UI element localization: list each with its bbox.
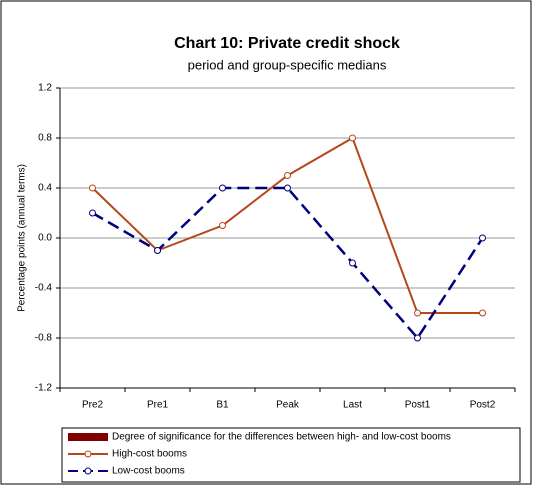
data-point xyxy=(479,234,486,242)
data-point xyxy=(284,172,291,179)
y-tick-label: 0.4 xyxy=(38,183,52,194)
data-point xyxy=(154,247,161,254)
x-tick-label: Post1 xyxy=(405,400,431,411)
legend-swatch xyxy=(68,433,108,441)
legend-box xyxy=(61,427,521,483)
chart-title: Chart 10: Private credit shock xyxy=(174,35,400,52)
legend-marker xyxy=(84,450,92,458)
data-point xyxy=(414,334,421,342)
data-point xyxy=(284,184,291,192)
chart-subtitle: period and group-specific medians xyxy=(188,57,387,72)
data-point xyxy=(89,184,96,192)
data-point xyxy=(219,184,226,192)
x-tick-label: B1 xyxy=(216,400,229,411)
y-tick-label: 1.2 xyxy=(38,83,52,94)
y-tick-label: -0.8 xyxy=(35,333,53,344)
x-tick-label: Last xyxy=(343,400,362,411)
data-point xyxy=(89,209,96,217)
data-point xyxy=(349,259,356,267)
x-tick-label: Peak xyxy=(276,400,300,411)
y-tick-label: -1.2 xyxy=(35,383,53,394)
y-axis-label: Percentage points (annual terms) xyxy=(17,164,28,312)
x-tick-label: Pre2 xyxy=(82,400,104,411)
data-point xyxy=(479,309,486,317)
data-point xyxy=(219,222,226,229)
legend-label: Low-cost booms xyxy=(112,466,185,477)
y-tick-label: -0.4 xyxy=(35,283,53,294)
data-point xyxy=(414,309,421,317)
legend-label: Degree of significance for the differenc… xyxy=(112,432,451,443)
legend-marker xyxy=(84,467,92,475)
y-tick-label: 0.0 xyxy=(38,233,52,244)
data-point xyxy=(349,134,356,142)
legend-label: High-cost booms xyxy=(112,449,187,460)
x-tick-label: Pre1 xyxy=(147,400,169,411)
y-tick-label: 0.8 xyxy=(38,133,52,144)
x-tick-label: Post2 xyxy=(470,400,496,411)
